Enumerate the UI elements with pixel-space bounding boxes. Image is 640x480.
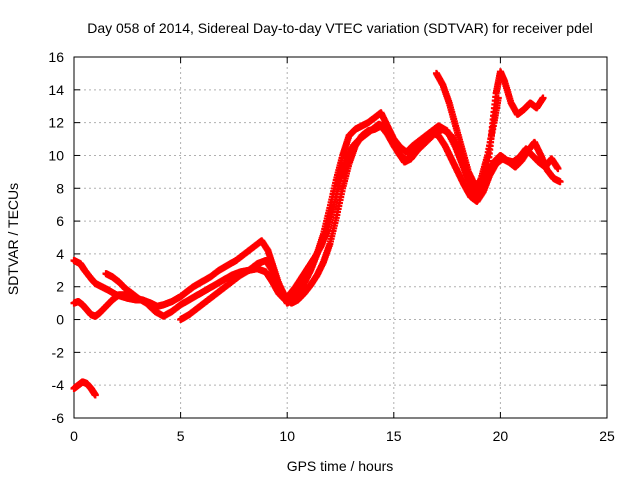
data-point: [91, 391, 99, 399]
y-tick-label: 8: [56, 180, 64, 196]
x-tick-label: 0: [70, 428, 78, 444]
data-point: [539, 94, 547, 102]
y-tick-label: -4: [52, 377, 65, 393]
data-point: [134, 296, 142, 304]
y-axis-label: SDTVAR / TECUs: [5, 183, 21, 295]
series-track-f: [70, 378, 99, 399]
axis-ticks: 0 5 10 15 20 25 -6 -4 -2 0 2 4 6 8 10 12 14 16: [48, 49, 615, 444]
y-tick-label: 6: [56, 213, 64, 229]
x-tick-label: 5: [177, 428, 185, 444]
plot-frame: [73, 56, 608, 419]
series-track-d: [432, 69, 562, 192]
series-track-e: [70, 291, 142, 320]
y-tick-label: 12: [48, 115, 64, 131]
y-tick-label: 16: [48, 49, 64, 65]
data-point: [554, 165, 562, 173]
data-marks: [70, 68, 564, 399]
chart-title: Day 058 of 2014, Sidereal Day-to-day VTE…: [87, 20, 593, 36]
x-tick-label: 25: [599, 428, 615, 444]
x-axis-label: GPS time / hours: [287, 458, 394, 474]
y-tick-label: 4: [56, 246, 64, 262]
y-tick-label: 14: [48, 82, 64, 98]
data-point: [556, 178, 564, 186]
x-tick-label: 15: [386, 428, 402, 444]
y-tick-label: 2: [56, 279, 64, 295]
y-tick-label: 0: [56, 312, 64, 328]
y-tick-label: -2: [52, 344, 65, 360]
x-tick-label: 20: [493, 428, 509, 444]
y-tick-label: -6: [52, 410, 65, 426]
x-tick-label: 10: [279, 428, 295, 444]
y-tick-label: 10: [48, 147, 64, 163]
